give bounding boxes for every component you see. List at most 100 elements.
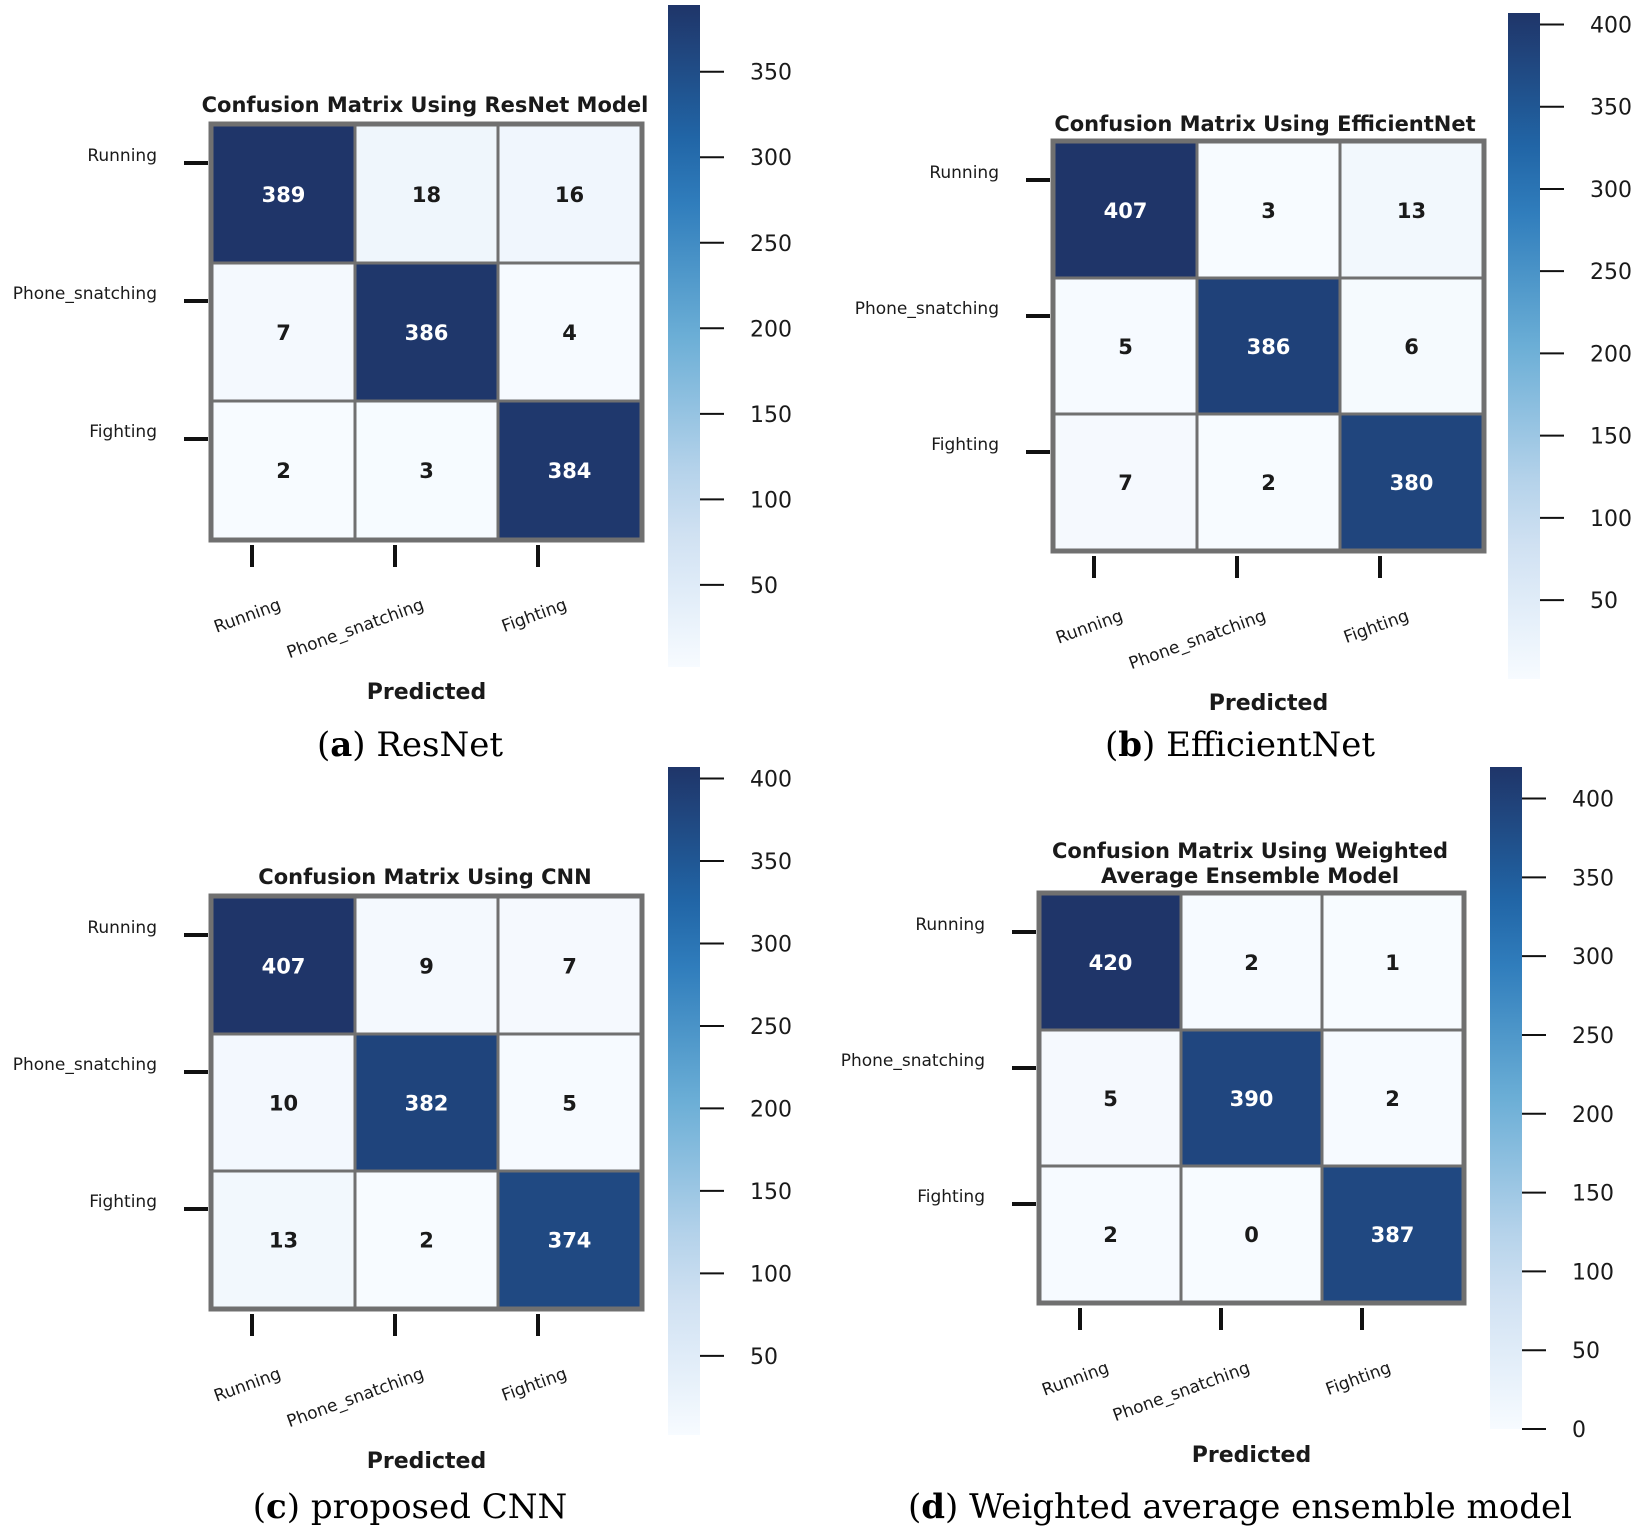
panel-resnet: Confusion Matrix Using ResNet Model 389 18… <box>13 5 792 765</box>
subfigure-caption: (d) Weighted average ensemble model <box>908 1487 1572 1527</box>
x-tick-label: Fighting <box>499 595 570 637</box>
subfigure-caption: (c) proposed CNN <box>253 1487 567 1527</box>
x-tick-label: Fighting <box>499 1364 570 1406</box>
y-tick-label: Phone_snatching <box>841 1051 985 1071</box>
heatmap-cell <box>496 1169 643 1310</box>
cell-value-label: 3 <box>1261 199 1276 223</box>
y-tick-label: Running <box>915 915 985 935</box>
colorbar-tick-label: 50 <box>1572 1339 1600 1364</box>
cell-value-label: 407 <box>262 955 306 979</box>
heatmap-cell <box>496 895 643 1036</box>
cell-value-label: 2 <box>1385 1087 1400 1111</box>
chart-title: Average Ensemble Model <box>1101 864 1399 888</box>
cell-value-label: 10 <box>269 1092 298 1116</box>
x-tick-label: Running <box>211 1364 283 1407</box>
colorbar-tick-label: 0 <box>1572 1418 1586 1443</box>
cell-value-label: 18 <box>412 183 441 207</box>
heatmap-cell <box>1195 140 1342 280</box>
x-tick-label: Running <box>211 595 283 638</box>
colorbar-tick-label: 400 <box>750 768 792 793</box>
colorbar-tick-label: 300 <box>1590 178 1632 203</box>
cell-value-label: 7 <box>1118 471 1133 495</box>
cell-value-label: 380 <box>1390 471 1434 495</box>
cell-value-label: 2 <box>1244 951 1259 975</box>
heatmap-cell <box>353 399 500 541</box>
x-tick-label: Phone_snatching <box>284 1364 426 1432</box>
colorbar <box>668 5 700 667</box>
cell-value-label: 6 <box>1404 335 1419 359</box>
cell-value-label: 374 <box>548 1229 592 1253</box>
x-axis-label: Predicted <box>1192 1443 1311 1468</box>
x-axis-label: Predicted <box>367 680 486 705</box>
cell-value-label: 2 <box>1261 471 1276 495</box>
colorbar-tick-label: 200 <box>750 1097 792 1122</box>
heatmap-cell <box>1195 412 1342 552</box>
colorbar-tick-label: 300 <box>750 932 792 957</box>
colorbar-tick-label: 350 <box>1572 866 1614 891</box>
cell-value-label: 2 <box>419 1229 434 1253</box>
heatmap-cell <box>1320 1028 1465 1168</box>
colorbar-tick-label: 250 <box>750 232 792 257</box>
colorbar-tick-label: 150 <box>750 1180 792 1205</box>
cell-value-label: 384 <box>548 459 592 483</box>
heatmap-cell <box>210 895 357 1036</box>
heatmap-cell <box>1038 892 1183 1032</box>
cell-value-label: 13 <box>1397 199 1426 223</box>
colorbar <box>668 767 700 1435</box>
heatmap-cell <box>1195 276 1342 416</box>
cell-value-label: 390 <box>1230 1087 1274 1111</box>
cell-value-label: 386 <box>405 321 449 345</box>
cell-value-label: 7 <box>276 321 291 345</box>
cell-value-label: 5 <box>562 1092 577 1116</box>
colorbar-tick-label: 50 <box>750 1345 778 1370</box>
subfigure-caption: (a) ResNet <box>317 725 503 765</box>
heatmap-cell <box>496 261 643 403</box>
heatmap-cell <box>1338 140 1485 280</box>
cell-value-label: 5 <box>1103 1087 1118 1111</box>
panel-cnn: Confusion Matrix Using CNN 407 9 7 10 382 5 13 2… <box>13 767 792 1527</box>
cell-value-label: 13 <box>269 1229 298 1253</box>
heatmap-cell <box>496 123 643 265</box>
heatmap-cell <box>1320 1164 1465 1304</box>
matrix-border <box>1036 890 1467 1306</box>
heatmap-cell <box>210 261 357 403</box>
y-tick-label: Running <box>929 163 999 183</box>
matrix-border <box>1050 138 1487 554</box>
cell-value-label: 0 <box>1244 1223 1259 1247</box>
cell-value-label: 5 <box>1118 335 1133 359</box>
subfigure-caption: (b) EfficientNet <box>1105 725 1375 765</box>
colorbar-tick-label: 250 <box>750 1015 792 1040</box>
x-tick-label: Phone_snatching <box>284 595 426 663</box>
colorbar-tick-label: 100 <box>1590 507 1632 532</box>
colorbar-tick-label: 300 <box>750 146 792 171</box>
colorbar-tick-label: 50 <box>1590 589 1618 614</box>
heatmap-cell <box>1179 1164 1324 1304</box>
y-tick-label: Fighting <box>931 435 999 455</box>
heatmap-cell <box>1338 276 1485 416</box>
cell-value-label: 420 <box>1089 951 1133 975</box>
colorbar-tick-label: 350 <box>750 61 792 86</box>
chart-title: Confusion Matrix Using ResNet Model <box>202 93 649 117</box>
panel-efficientnet: Confusion Matrix Using EfficientNet 407 3 1… <box>855 13 1632 765</box>
matrix-border <box>208 893 645 1312</box>
colorbar-tick-label: 200 <box>750 317 792 342</box>
heatmap-cell <box>1052 276 1199 416</box>
y-tick-label: Fighting <box>89 422 157 442</box>
cell-value-label: 382 <box>405 1092 449 1116</box>
heatmap-cell <box>1038 1028 1183 1168</box>
heatmap-cell <box>353 895 500 1036</box>
chart-title: Confusion Matrix Using Weighted <box>1052 839 1448 863</box>
x-tick-label: Running <box>1039 1358 1111 1401</box>
y-tick-label: Running <box>87 146 157 166</box>
cell-value-label: 386 <box>1247 335 1291 359</box>
x-tick-label: Phone_snatching <box>1126 606 1268 674</box>
x-tick-label: Phone_snatching <box>1110 1358 1252 1426</box>
y-tick-label: Phone_snatching <box>13 1055 157 1075</box>
cell-value-label: 4 <box>562 321 577 345</box>
cell-value-label: 389 <box>262 183 306 207</box>
cell-value-label: 9 <box>419 955 434 979</box>
colorbar-tick-label: 200 <box>1572 1103 1614 1128</box>
colorbar-tick-label: 400 <box>1572 788 1614 813</box>
